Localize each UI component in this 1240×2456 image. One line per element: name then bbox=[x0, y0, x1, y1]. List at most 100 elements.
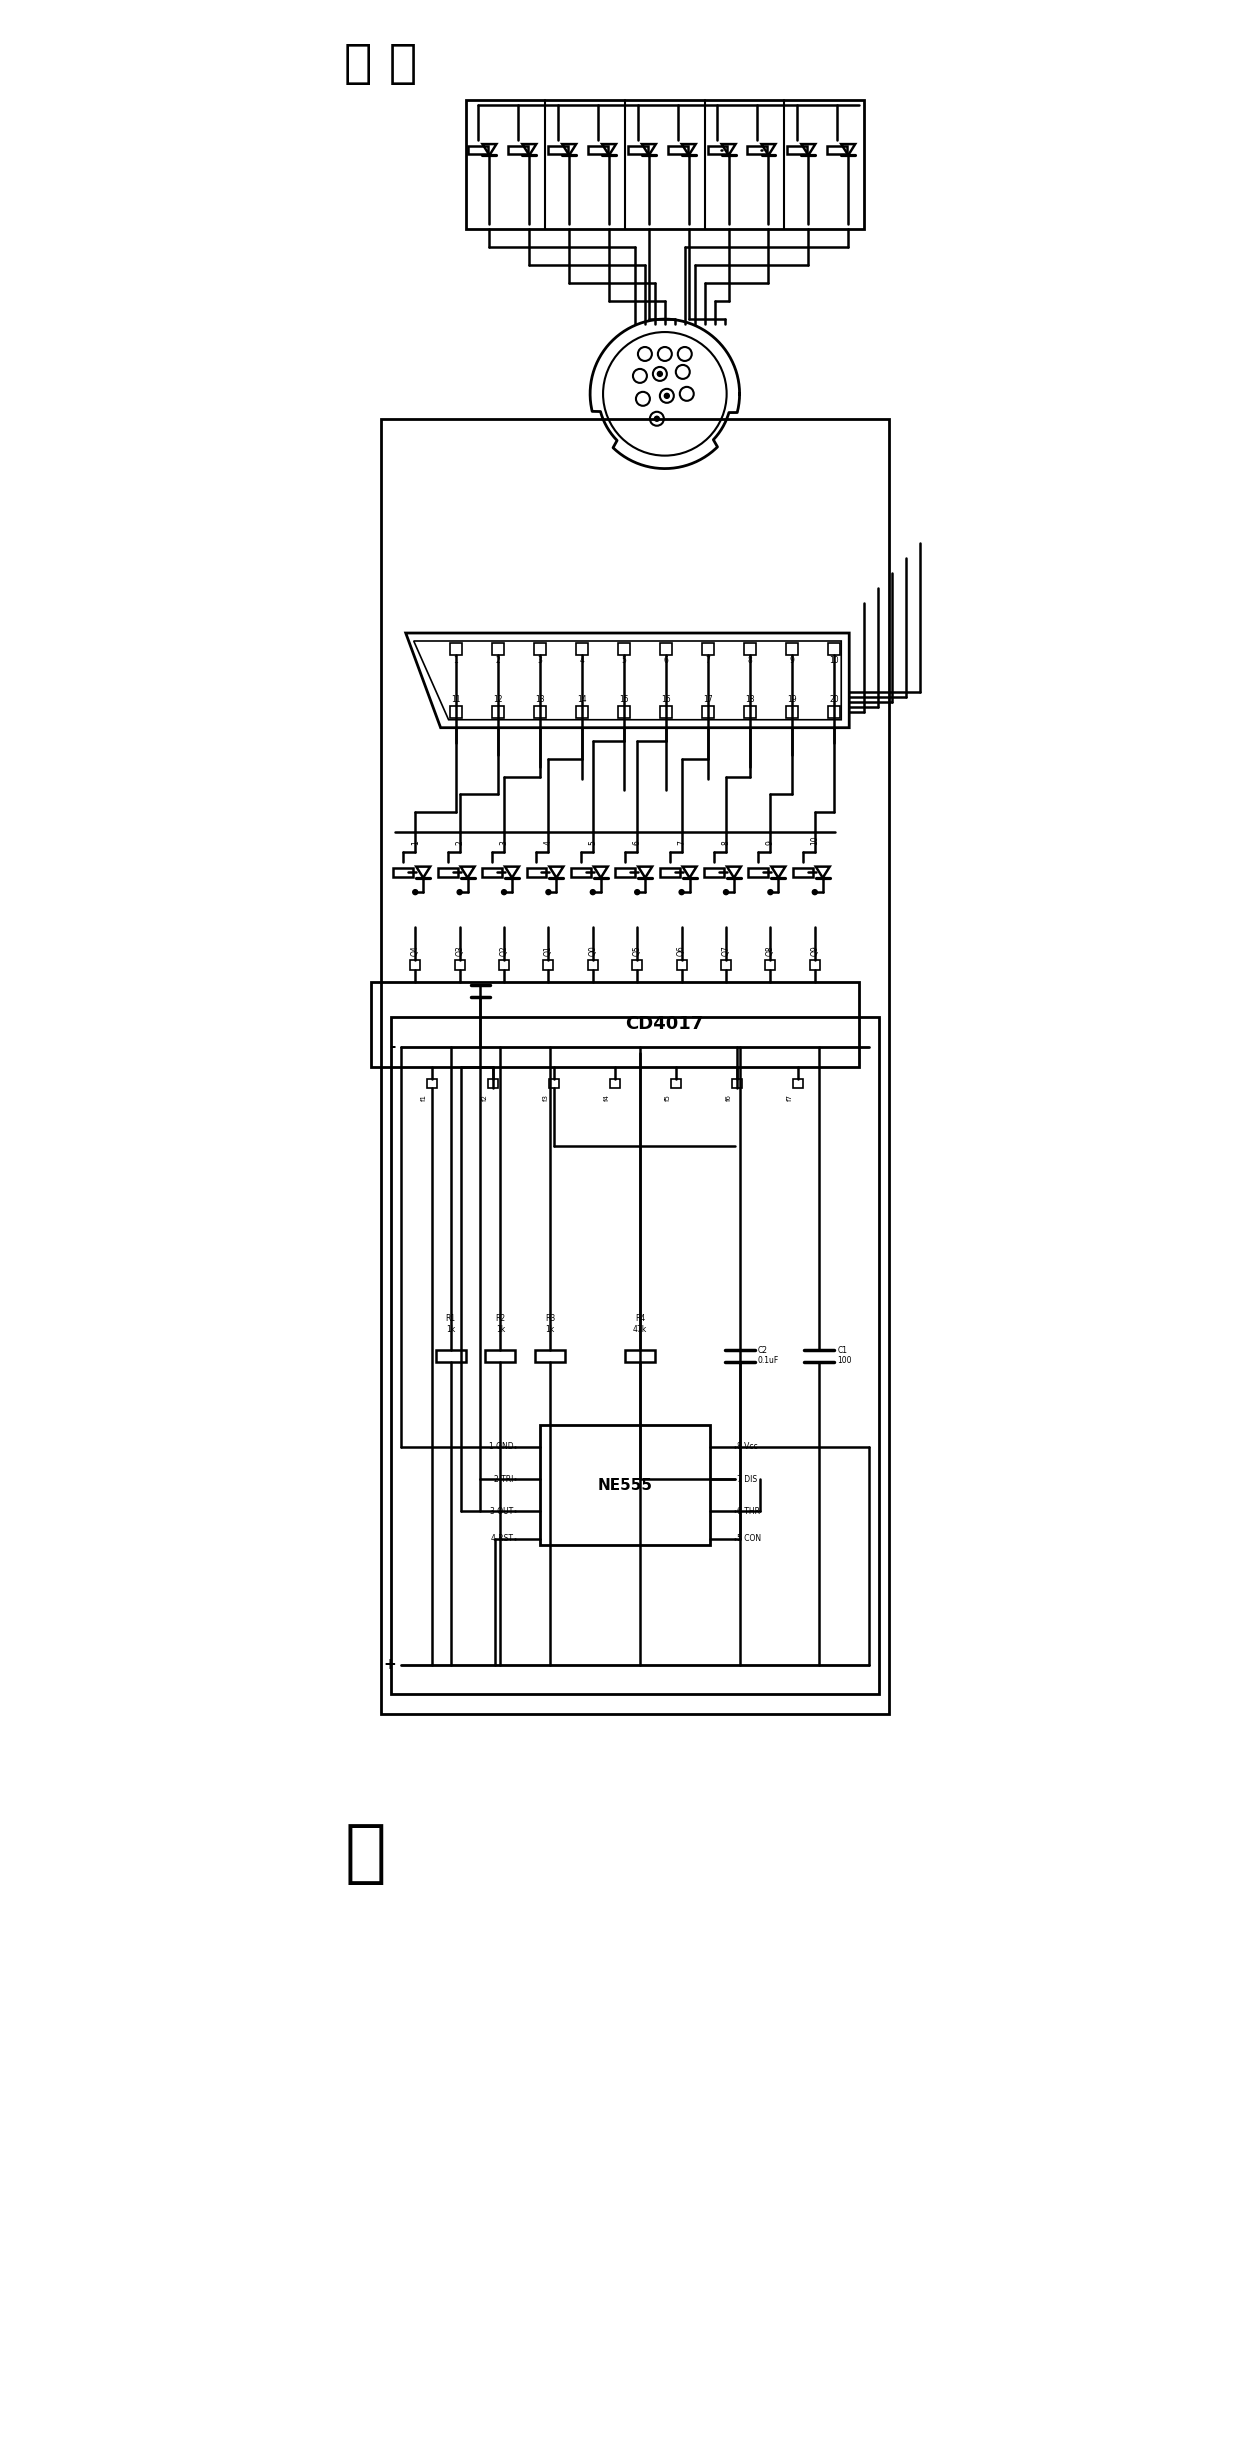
Text: 2 TRI: 2 TRI bbox=[494, 1474, 513, 1483]
Bar bbox=[660, 643, 672, 656]
Bar bbox=[827, 145, 847, 155]
Bar bbox=[450, 705, 461, 717]
Bar bbox=[677, 960, 687, 970]
Bar bbox=[610, 1078, 620, 1088]
Bar bbox=[427, 1078, 436, 1088]
Text: f6: f6 bbox=[727, 1095, 732, 1100]
Circle shape bbox=[413, 889, 418, 894]
Text: NE555: NE555 bbox=[598, 1479, 652, 1493]
Text: 1 GND: 1 GND bbox=[489, 1442, 513, 1451]
Text: Q8: Q8 bbox=[766, 946, 775, 955]
Text: 9: 9 bbox=[766, 840, 775, 845]
Bar bbox=[450, 643, 461, 656]
Bar bbox=[828, 643, 841, 656]
Bar bbox=[543, 960, 553, 970]
Text: R4
47k: R4 47k bbox=[632, 1314, 647, 1334]
Bar bbox=[438, 867, 458, 877]
Text: 9: 9 bbox=[790, 656, 795, 666]
Bar bbox=[498, 960, 508, 970]
Text: Q2: Q2 bbox=[500, 946, 508, 955]
Text: 6: 6 bbox=[663, 656, 668, 666]
Bar bbox=[391, 1017, 879, 1695]
Text: C1
100: C1 100 bbox=[837, 1346, 852, 1366]
Text: f7: f7 bbox=[787, 1095, 794, 1100]
Text: 7 DIS: 7 DIS bbox=[737, 1474, 756, 1483]
Text: 17: 17 bbox=[703, 695, 713, 705]
Text: 编 码: 编 码 bbox=[345, 42, 418, 88]
Bar bbox=[671, 1078, 681, 1088]
Bar bbox=[660, 705, 672, 717]
Text: R3
1k: R3 1k bbox=[546, 1314, 556, 1334]
Circle shape bbox=[812, 889, 817, 894]
Bar bbox=[549, 1078, 559, 1088]
Text: 13: 13 bbox=[534, 695, 544, 705]
Text: 14: 14 bbox=[577, 695, 587, 705]
Bar bbox=[702, 705, 714, 717]
Bar bbox=[748, 145, 768, 155]
Text: 2: 2 bbox=[495, 656, 500, 666]
Bar bbox=[744, 705, 756, 717]
Bar bbox=[792, 867, 812, 877]
Bar bbox=[455, 960, 465, 970]
Text: 15: 15 bbox=[619, 695, 629, 705]
Text: Q6: Q6 bbox=[677, 946, 686, 955]
Text: 5: 5 bbox=[588, 840, 598, 845]
Bar bbox=[533, 643, 546, 656]
Bar bbox=[618, 705, 630, 717]
Text: Q7: Q7 bbox=[722, 946, 730, 955]
Text: f5: f5 bbox=[665, 1095, 671, 1100]
Text: f1: f1 bbox=[420, 1095, 427, 1100]
Bar bbox=[765, 960, 775, 970]
Text: Q9: Q9 bbox=[810, 946, 820, 955]
Circle shape bbox=[546, 889, 551, 894]
Circle shape bbox=[501, 889, 506, 894]
Bar bbox=[810, 960, 820, 970]
Bar bbox=[618, 643, 630, 656]
Text: R1
1k: R1 1k bbox=[445, 1314, 455, 1334]
Text: 8 Vcc: 8 Vcc bbox=[737, 1442, 758, 1451]
Text: Q5: Q5 bbox=[632, 946, 642, 955]
Text: 10: 10 bbox=[810, 835, 820, 845]
Bar bbox=[667, 145, 687, 155]
Bar bbox=[491, 643, 503, 656]
Bar bbox=[491, 705, 503, 717]
Text: 4 RST: 4 RST bbox=[491, 1535, 513, 1542]
Text: 机: 机 bbox=[345, 1820, 387, 1886]
Bar bbox=[575, 705, 588, 717]
Bar bbox=[732, 1078, 742, 1088]
Bar bbox=[625, 1351, 655, 1361]
Bar bbox=[828, 705, 841, 717]
Circle shape bbox=[655, 415, 660, 422]
Text: 3: 3 bbox=[500, 840, 508, 845]
Text: 18: 18 bbox=[745, 695, 755, 705]
Bar bbox=[744, 643, 756, 656]
Text: 5 CON: 5 CON bbox=[737, 1535, 760, 1542]
Bar bbox=[393, 867, 413, 877]
Bar bbox=[588, 960, 598, 970]
Bar bbox=[787, 145, 807, 155]
Bar bbox=[702, 643, 714, 656]
Text: Q0: Q0 bbox=[588, 946, 598, 955]
Text: 7: 7 bbox=[677, 840, 686, 845]
Circle shape bbox=[458, 889, 463, 894]
Text: 10: 10 bbox=[830, 656, 839, 666]
Bar bbox=[570, 867, 590, 877]
Text: 11: 11 bbox=[451, 695, 460, 705]
Bar bbox=[588, 145, 608, 155]
Circle shape bbox=[768, 889, 773, 894]
Bar bbox=[371, 982, 859, 1066]
Text: 20: 20 bbox=[830, 695, 839, 705]
Circle shape bbox=[665, 393, 670, 398]
Bar bbox=[627, 145, 647, 155]
Text: 16: 16 bbox=[661, 695, 671, 705]
Text: Q4: Q4 bbox=[410, 946, 420, 955]
Text: 2: 2 bbox=[455, 840, 464, 845]
Circle shape bbox=[590, 889, 595, 894]
Text: +: + bbox=[383, 1658, 396, 1673]
Text: 8: 8 bbox=[722, 840, 730, 845]
Bar bbox=[548, 145, 568, 155]
Text: f3: f3 bbox=[543, 1095, 549, 1100]
Circle shape bbox=[723, 889, 728, 894]
Text: 6: 6 bbox=[632, 840, 642, 845]
Bar bbox=[660, 867, 680, 877]
